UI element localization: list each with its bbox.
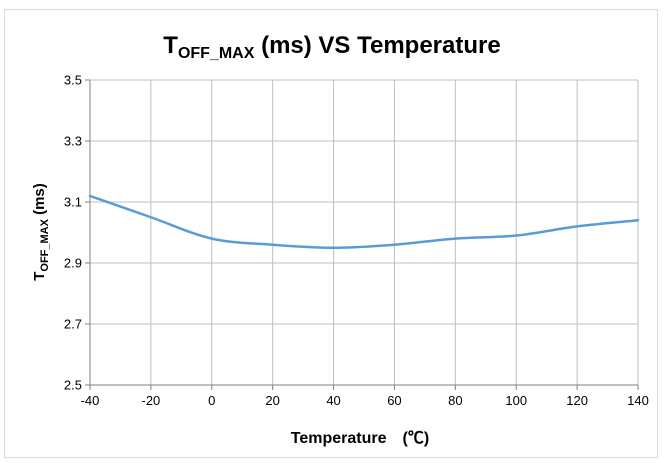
plot-area-border — [85, 79, 639, 390]
x-tick-label: 40 — [326, 393, 340, 408]
chart-title-rest: (ms) VS Temperature — [254, 32, 500, 59]
grid-lines — [89, 79, 639, 386]
y-tick-label: 2.9 — [64, 256, 82, 271]
series-lines — [88, 194, 640, 249]
chart-title-subscript: OFF_MAX — [178, 45, 255, 62]
y-axis-title: TOFF_MAX (ms) — [31, 183, 51, 281]
y-tick-label: 2.7 — [64, 317, 82, 332]
x-axis-title: Temperature (℃) — [291, 429, 429, 447]
y-axis-title-subscript: OFF_MAX — [39, 218, 51, 271]
y-tick-label: 3.1 — [64, 195, 82, 210]
chart-frame — [4, 9, 658, 458]
x-tick-label: -20 — [141, 393, 160, 408]
y-axis-title-base: T — [31, 272, 48, 281]
x-tick-label: 100 — [505, 393, 527, 408]
y-tick-label: 3.3 — [64, 134, 82, 149]
x-tick-label: 20 — [265, 393, 279, 408]
x-tick-label: 140 — [627, 393, 649, 408]
y-tick-label: 2.5 — [64, 378, 82, 393]
series-line-0 — [88, 194, 640, 249]
chart-title-base: T — [163, 32, 178, 59]
x-tick-label: 120 — [566, 393, 588, 408]
x-tick-label: -40 — [81, 393, 100, 408]
y-axis-title-rest: (ms) — [31, 183, 48, 219]
x-tick-label: 80 — [448, 393, 462, 408]
x-tick-label: 60 — [387, 393, 401, 408]
x-tick-label: 0 — [208, 393, 215, 408]
tick-labels: 2.5 2.7 2.9 3.1 3.3 3.5 -40 -20 0 20 40 60 80 100 120 1… — [64, 73, 649, 409]
y-tick-label: 3.5 — [64, 73, 82, 88]
chart-title: TOFF_MAX (ms) VS Temperature — [163, 32, 500, 62]
